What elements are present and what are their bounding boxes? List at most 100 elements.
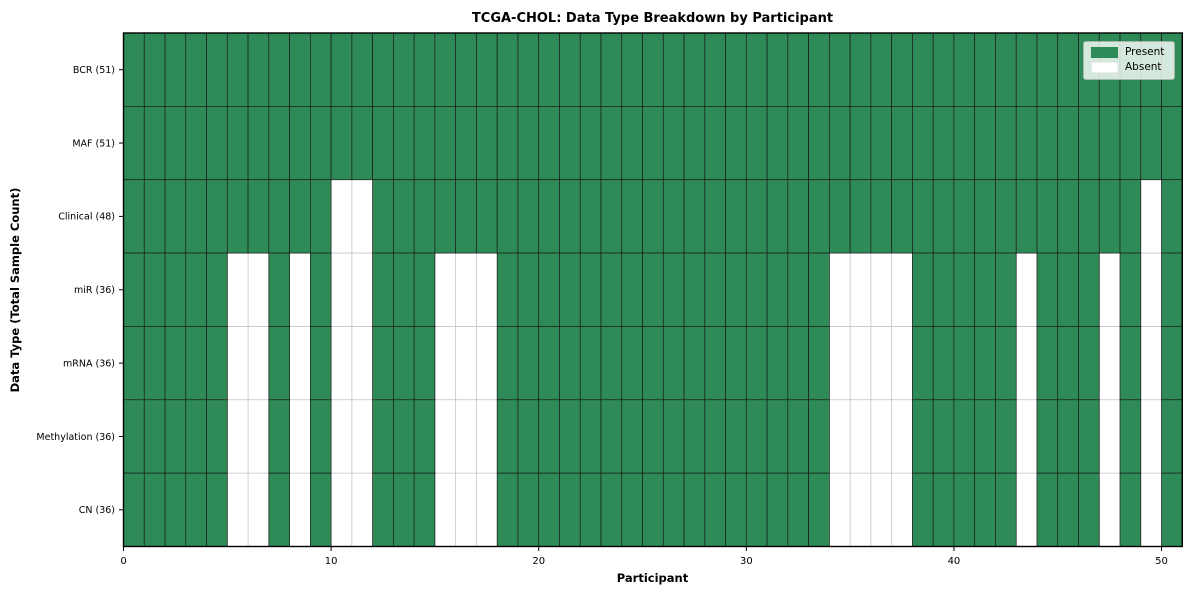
heatmap-cell-present bbox=[725, 32, 747, 107]
heatmap-cell-present bbox=[164, 326, 187, 401]
heatmap-cell-present bbox=[1078, 252, 1100, 327]
heatmap-cell-present bbox=[1057, 326, 1079, 401]
y-axis-label: Data Type (Total Sample Count) bbox=[8, 187, 22, 393]
heatmap-cell-present bbox=[808, 472, 830, 547]
heatmap-cell-present bbox=[1078, 326, 1100, 401]
heatmap-cell-present bbox=[517, 252, 540, 327]
heatmap-cell-present bbox=[1119, 472, 1142, 547]
heatmap-cell-present bbox=[1036, 326, 1059, 401]
heatmap-cell-present bbox=[413, 32, 436, 107]
heatmap-cell-present bbox=[309, 32, 332, 107]
heatmap-cell-present bbox=[642, 472, 664, 547]
heatmap-cell-present bbox=[766, 252, 789, 327]
heatmap-cell-present bbox=[662, 326, 685, 401]
heatmap-cell-present bbox=[413, 472, 436, 547]
heatmap-cell-present bbox=[766, 32, 789, 107]
legend: Present Absent bbox=[1083, 41, 1175, 80]
x-tick-label: 0 bbox=[120, 556, 126, 567]
heatmap-cell-present bbox=[1161, 179, 1183, 254]
x-tick-label: 50 bbox=[1155, 556, 1168, 567]
heatmap-cell-present bbox=[600, 32, 623, 107]
heatmap-cell-present bbox=[808, 179, 830, 254]
heatmap-cell-present bbox=[351, 32, 373, 107]
heatmap-cell-present bbox=[995, 32, 1017, 107]
heatmap-cell-present bbox=[808, 399, 830, 474]
heatmap-cell-present bbox=[1015, 179, 1038, 254]
y-tick-label: Clinical (48) bbox=[58, 212, 115, 223]
heatmap-cell-present bbox=[912, 326, 934, 401]
heatmap-cell-present bbox=[932, 179, 955, 254]
heatmap-cell-present bbox=[683, 472, 706, 547]
heatmap-cell-present bbox=[309, 106, 332, 181]
heatmap-cell-present bbox=[289, 179, 311, 254]
heatmap-cell-present bbox=[870, 179, 892, 254]
heatmap-cell-present bbox=[953, 472, 976, 547]
heatmap-cell-present bbox=[912, 179, 934, 254]
heatmap-cell-present bbox=[704, 106, 726, 181]
heatmap-cell-present bbox=[164, 106, 187, 181]
heatmap-cell-present bbox=[538, 399, 560, 474]
absent-swatch bbox=[1091, 62, 1118, 73]
heatmap-cell-present bbox=[621, 326, 643, 401]
heatmap-cell-present bbox=[1057, 399, 1079, 474]
heatmap-cell-present bbox=[496, 326, 519, 401]
heatmap-cell-present bbox=[268, 32, 290, 107]
heatmap-cell-present bbox=[932, 399, 955, 474]
heatmap-cell-present bbox=[766, 472, 789, 547]
heatmap-cell-present bbox=[829, 106, 851, 181]
heatmap-cell-present bbox=[393, 106, 415, 181]
heatmap-cell-present bbox=[309, 472, 332, 547]
heatmap-cell-present bbox=[164, 472, 187, 547]
heatmap-cell-present bbox=[496, 472, 519, 547]
heatmap-cell-present bbox=[268, 472, 290, 547]
heatmap-cell-present bbox=[745, 179, 768, 254]
heatmap-cell-present bbox=[1057, 106, 1079, 181]
heatmap-cell-present bbox=[185, 326, 207, 401]
heatmap-cell-present bbox=[559, 179, 581, 254]
heatmap-cell-present bbox=[1057, 179, 1079, 254]
heatmap-cell-present bbox=[600, 179, 623, 254]
heatmap-cell-present bbox=[185, 399, 207, 474]
heatmap-cell-present bbox=[745, 32, 768, 107]
heatmap-cell-present bbox=[642, 326, 664, 401]
heatmap-cell-present bbox=[123, 399, 145, 474]
heatmap-cell-present bbox=[621, 106, 643, 181]
heatmap-cell-present bbox=[393, 32, 415, 107]
legend-label-absent: Absent bbox=[1125, 61, 1162, 74]
heatmap-cell-present bbox=[143, 32, 166, 107]
heatmap-cell-present bbox=[912, 252, 934, 327]
heatmap-cell-present bbox=[413, 399, 436, 474]
heatmap-cell-present bbox=[974, 106, 996, 181]
heatmap-cell-present bbox=[434, 32, 457, 107]
heatmap-cell-present bbox=[559, 32, 581, 107]
heatmap-cell-present bbox=[808, 326, 830, 401]
heatmap-cell-present bbox=[621, 252, 643, 327]
heatmap-cell-present bbox=[123, 179, 145, 254]
heatmap-cell-present bbox=[974, 32, 996, 107]
heatmap-cell-present bbox=[787, 252, 809, 327]
heatmap-cell-present bbox=[912, 106, 934, 181]
heatmap-cell-present bbox=[143, 106, 166, 181]
heatmap-cell-present bbox=[393, 179, 415, 254]
heatmap-cell-present bbox=[932, 252, 955, 327]
y-tick-label: CN (36) bbox=[79, 505, 115, 516]
heatmap-cell-present bbox=[455, 106, 477, 181]
heatmap-cell-present bbox=[745, 106, 768, 181]
heatmap-cell-present bbox=[247, 179, 270, 254]
heatmap-cell-present bbox=[787, 106, 809, 181]
heatmap-cell-present bbox=[164, 399, 187, 474]
heatmap-cell-present bbox=[268, 252, 290, 327]
y-tick-label: MAF (51) bbox=[72, 138, 115, 149]
heatmap-cell-present bbox=[579, 106, 602, 181]
heatmap-cell-present bbox=[974, 472, 996, 547]
heatmap-cell-present bbox=[621, 472, 643, 547]
heatmap-cell-present bbox=[309, 399, 332, 474]
heatmap-cell-present bbox=[787, 32, 809, 107]
heatmap-cell-present bbox=[1119, 179, 1142, 254]
heatmap-cell-present bbox=[434, 106, 457, 181]
heatmap-cell-present bbox=[1140, 106, 1162, 181]
heatmap-cell-present bbox=[538, 326, 560, 401]
x-axis-label: Participant bbox=[616, 571, 689, 585]
heatmap-cell-present bbox=[372, 32, 394, 107]
